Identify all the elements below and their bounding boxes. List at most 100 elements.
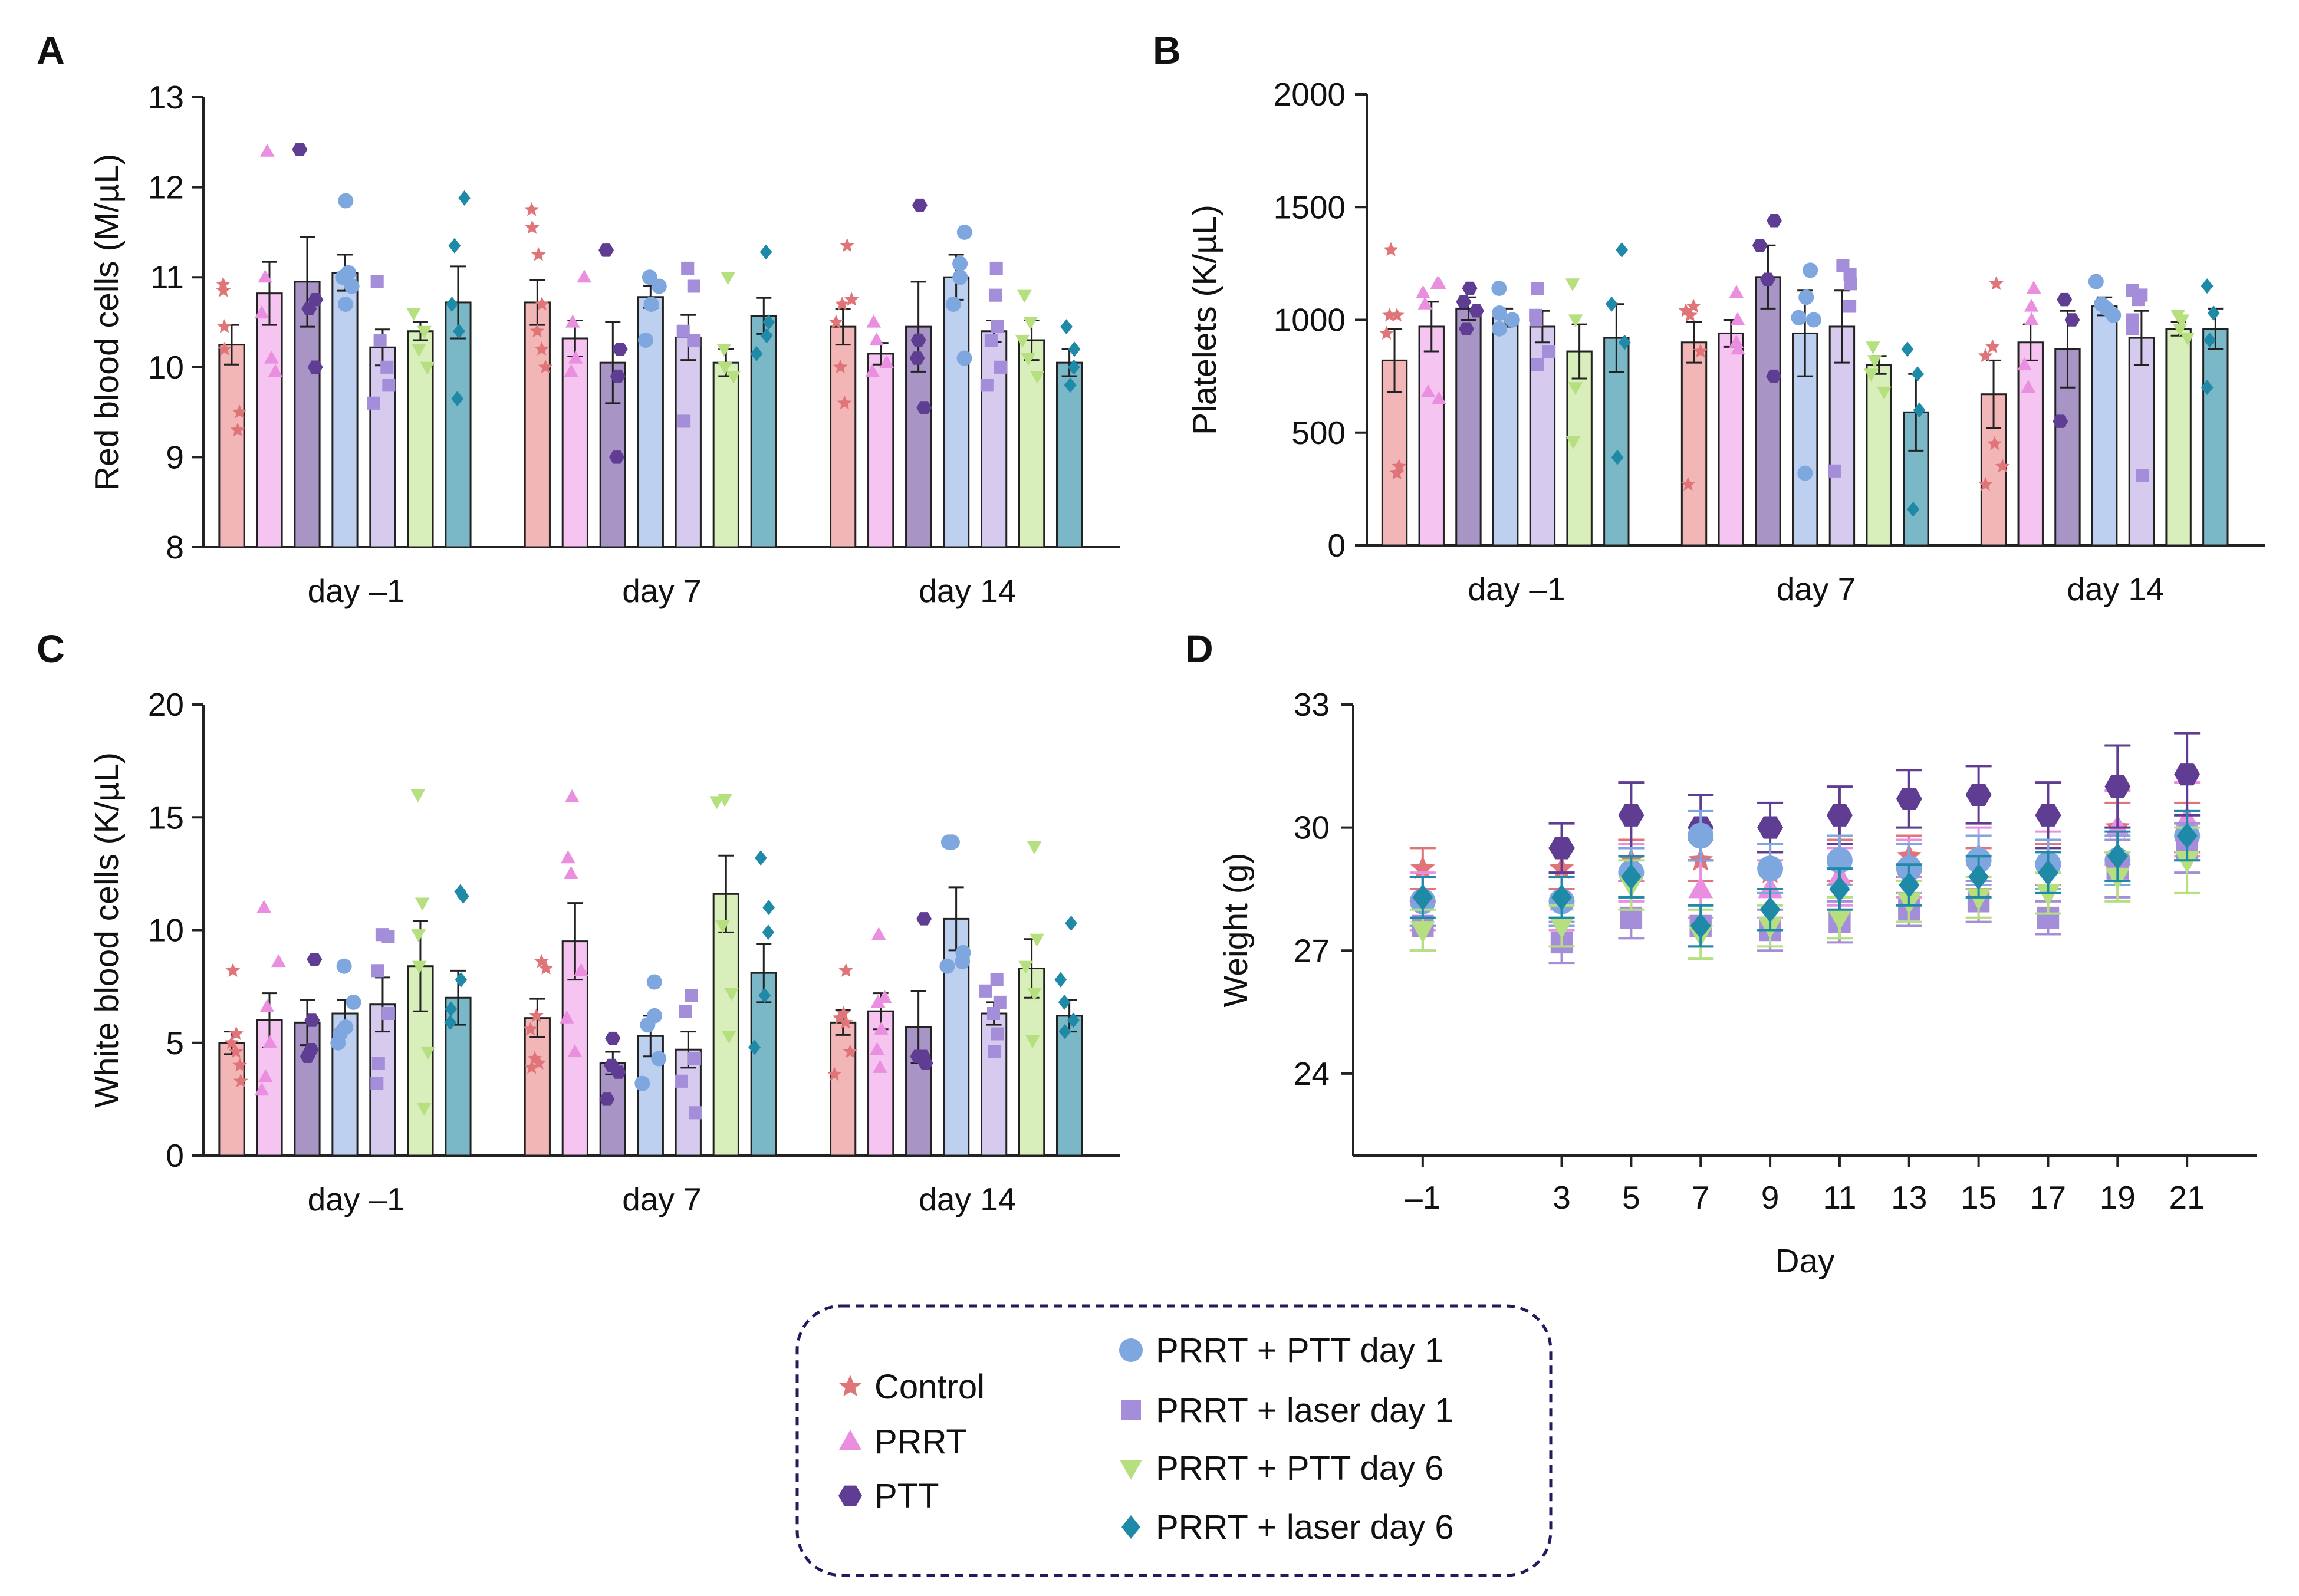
data-point [1491,281,1507,296]
data-point [1392,459,1407,473]
data-point [991,1027,1004,1041]
data-point [1492,305,1507,321]
data-point [524,202,540,216]
data-point [599,1092,615,1106]
data-point [688,333,701,347]
y-tick-label: 8 [166,529,184,565]
y-axis-title: Weight (g) [1217,853,1255,1008]
data-point [1767,213,1782,228]
data-point [2064,313,2080,327]
data-point [1030,933,1044,947]
data-point [1901,341,1914,357]
data-point [759,244,772,260]
bar [867,353,894,548]
data-point [1565,436,1581,449]
y-tick-label: 15 [148,799,184,835]
data-point [909,351,925,365]
legend-marker [838,1375,862,1397]
x-category-label: day 14 [2067,571,2164,607]
bar [294,281,321,548]
data-point [336,958,352,974]
data-point [1456,295,1472,309]
data-point [939,958,955,974]
x-category-label: day 7 [622,1181,702,1217]
data-point [1054,972,1067,988]
data-point [2172,323,2188,337]
data-point [2201,380,2214,396]
data-point [2094,296,2110,312]
data-point [837,395,852,410]
data-point [1382,307,1397,322]
data-point [1791,310,1807,325]
x-axis-title: Day [1775,1242,1835,1280]
data-point [838,1015,853,1029]
data-point [870,994,886,1008]
data-point [1611,449,1624,465]
data-point [1995,459,2010,473]
data-point [2107,843,2128,870]
data-point [676,324,690,338]
data-point [1568,382,1583,396]
data-point [750,345,763,361]
data-point [1843,300,1857,313]
x-tick-label: 11 [1823,1179,1856,1216]
data-point [877,990,892,1003]
legend-marker [1120,1460,1142,1480]
data-point [1548,837,1575,860]
data-point [381,1006,395,1021]
data-point [523,1021,538,1036]
data-point [1693,344,1708,358]
data-point [1531,281,1544,295]
data-point [986,1006,1001,1021]
data-point [2201,278,2214,294]
legend-label: PRRT + PTT day 6 [1156,1449,1443,1488]
x-tick-label: 21 [2169,1179,2205,1216]
data-point [833,359,848,374]
data-point [1462,281,1478,295]
data-point [371,1057,385,1070]
data-point [1757,855,1784,882]
data-point [1913,402,1926,418]
bar [1718,332,1744,547]
panel-d: D 24 27 30 33 –1 3 5 7 9 11 13 15 17 19 21 Weight (g) Day [1185,627,2257,1280]
data-point [1551,884,1573,910]
legend-label: Control [874,1368,985,1406]
bar [561,337,588,548]
data-point [762,314,775,330]
data-point [945,297,961,312]
y-tick-label: 9 [166,439,184,475]
data-point [1828,464,1841,478]
data-point [1978,476,1993,491]
data-point [1469,304,1484,318]
data-point [685,989,698,1002]
data-point [224,1035,239,1049]
y-tick-label: 10 [148,349,184,386]
data-point [675,1074,688,1088]
y-tick-label: 0 [1327,527,1346,564]
data-point [754,850,767,866]
data-point [531,247,546,261]
data-point [410,789,426,802]
data-point [338,193,354,209]
y-tick-label: 2000 [1274,76,1346,113]
data-point [445,1001,458,1017]
data-point [1899,872,1920,898]
panel-letter: D [1185,627,1213,670]
data-point [687,279,700,293]
data-point [984,333,998,347]
data-point [529,1008,544,1022]
bar [712,361,739,548]
data-point [2026,281,2041,294]
x-tick-label: 7 [1692,1179,1710,1216]
data-point [638,333,654,348]
data-point [375,928,389,942]
data-point [1836,259,1850,272]
data-point [2203,332,2216,348]
data-point [844,292,859,306]
bar [2165,328,2192,547]
data-point [259,143,275,157]
data-point [406,308,421,321]
data-point [1896,787,1922,811]
data-point [341,265,356,281]
data-point [457,889,469,904]
